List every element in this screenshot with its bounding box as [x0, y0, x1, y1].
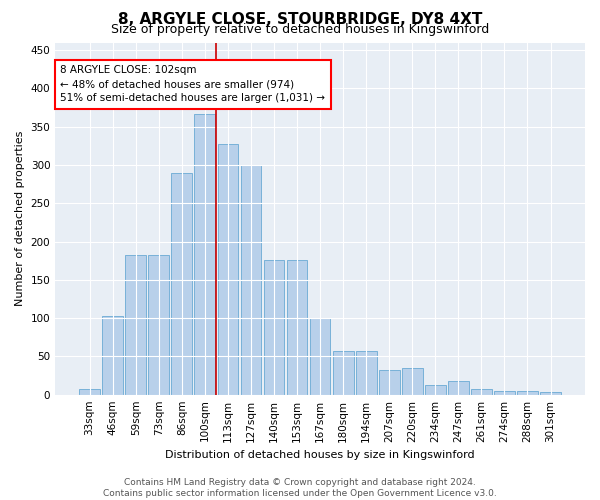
Bar	[148, 254, 169, 394]
Bar	[310, 318, 331, 394]
Bar	[471, 388, 492, 394]
Y-axis label: Number of detached properties: Number of detached properties	[15, 131, 25, 306]
Bar	[517, 391, 538, 394]
Bar	[540, 392, 561, 394]
Text: Contains HM Land Registry data © Crown copyright and database right 2024.
Contai: Contains HM Land Registry data © Crown c…	[103, 478, 497, 498]
Bar	[241, 165, 262, 394]
Text: 8, ARGYLE CLOSE, STOURBRIDGE, DY8 4XT: 8, ARGYLE CLOSE, STOURBRIDGE, DY8 4XT	[118, 12, 482, 28]
Bar	[494, 391, 515, 394]
Bar	[194, 114, 215, 394]
Bar	[333, 351, 353, 395]
Text: Size of property relative to detached houses in Kingswinford: Size of property relative to detached ho…	[111, 22, 489, 36]
Bar	[356, 351, 377, 395]
Bar	[125, 254, 146, 394]
Bar	[218, 144, 238, 394]
Bar	[79, 388, 100, 394]
Text: 8 ARGYLE CLOSE: 102sqm
← 48% of detached houses are smaller (974)
51% of semi-de: 8 ARGYLE CLOSE: 102sqm ← 48% of detached…	[61, 66, 325, 104]
Bar	[172, 172, 192, 394]
Bar	[263, 260, 284, 394]
Bar	[448, 381, 469, 394]
Bar	[425, 386, 446, 394]
Bar	[102, 316, 123, 394]
X-axis label: Distribution of detached houses by size in Kingswinford: Distribution of detached houses by size …	[165, 450, 475, 460]
Bar	[287, 260, 307, 394]
Bar	[379, 370, 400, 394]
Bar	[402, 368, 422, 394]
